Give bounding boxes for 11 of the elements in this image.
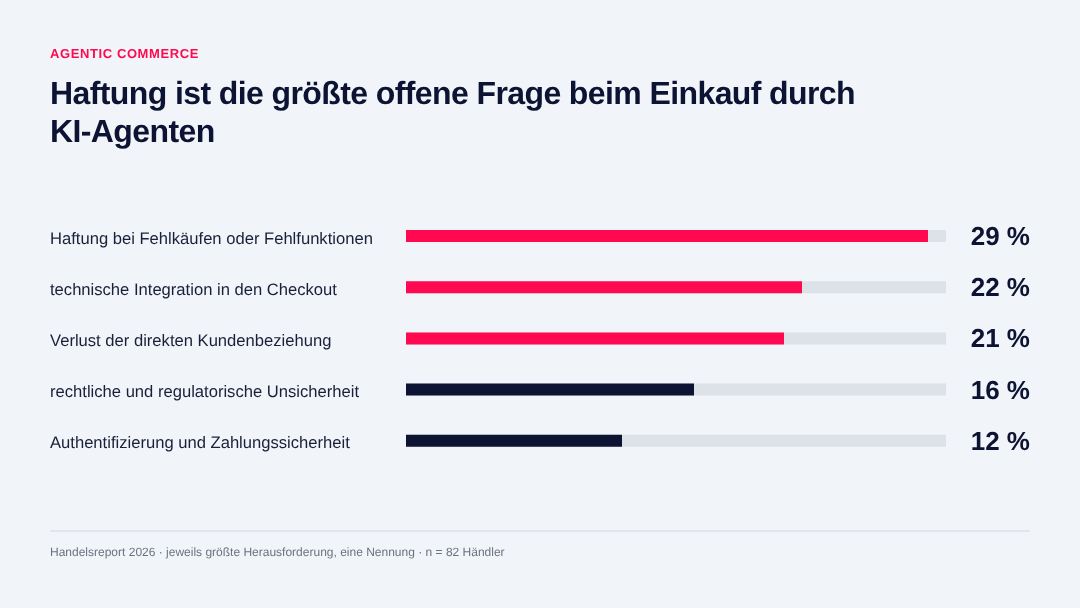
y-tick-label: rechtliche und regulatorische Unsicherheit [50, 381, 361, 402]
data-label: 16 % [970, 374, 1031, 405]
y-tick-label: technische Integration in den Checkout [50, 278, 339, 299]
data-label: 29 % [970, 221, 1031, 251]
y-tick-label: Verlust der direkten Kundenbeziehung [50, 330, 333, 350]
chart-title: Haftung ist die größte offene Frage beim Einkauf durch KI-Agenten [50, 76, 858, 152]
data-label: 22 % [970, 272, 1031, 303]
data-label: 12 % [970, 425, 1031, 456]
y-tick-label: Haftung bei Fehlkäufen oder Fehlfunktionen [50, 227, 374, 248]
data-label: 21 % [970, 323, 1031, 354]
y-tick-label: Authentifizierung und Zahlungssicherheit [50, 432, 352, 453]
